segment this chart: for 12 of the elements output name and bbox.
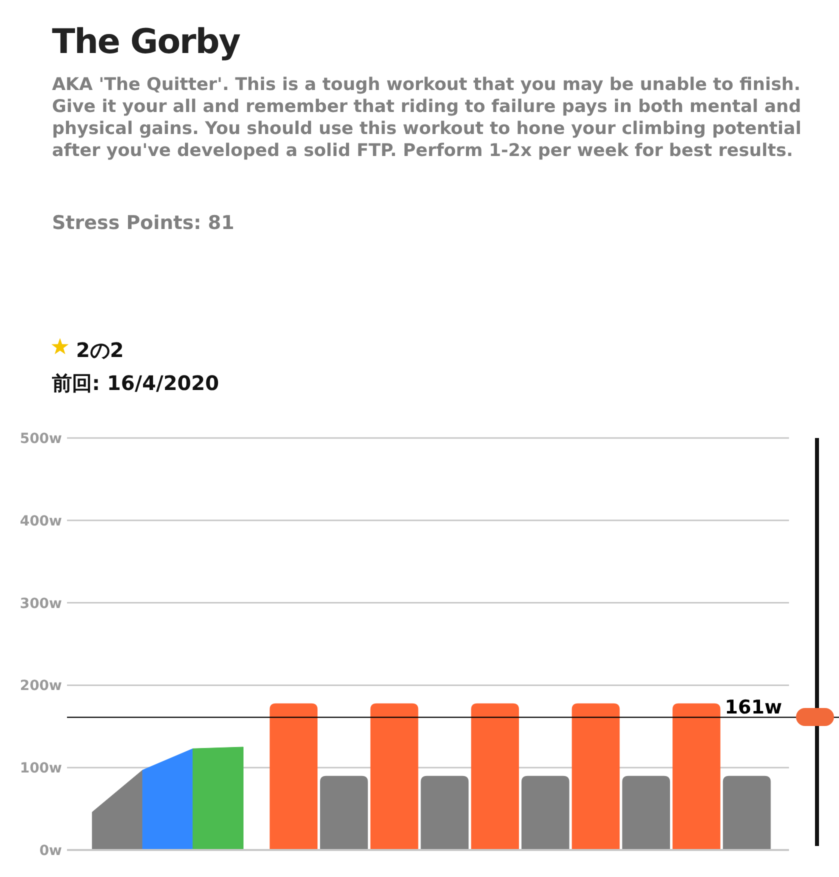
chart-title: The Gorby	[52, 22, 240, 62]
text: Stress Points: 81	[52, 212, 234, 234]
y-tick-label: 100w	[20, 760, 62, 777]
y-tick-label: 0w	[39, 843, 62, 859]
y-tick-label: 500w	[20, 431, 62, 447]
y-tick-label: 300w	[20, 596, 62, 612]
text: 前回: 16/4/2020	[52, 370, 219, 397]
chart-subtitle: AKA 'The Quitter'. This is a tough workout that you may be unable to finish. Give it your all and remember that riding to failure pays in both mental and physical gains. You should use this workout to hone your climbing potential after you've developed a solid FTP. Perform 1-2x per week for best results.	[52, 74, 802, 162]
ref-line-label: 161w	[724, 696, 782, 718]
text: 2の2	[76, 337, 124, 364]
y-tick-label: 200w	[20, 678, 62, 694]
y-tick-label: 400w	[20, 513, 62, 530]
